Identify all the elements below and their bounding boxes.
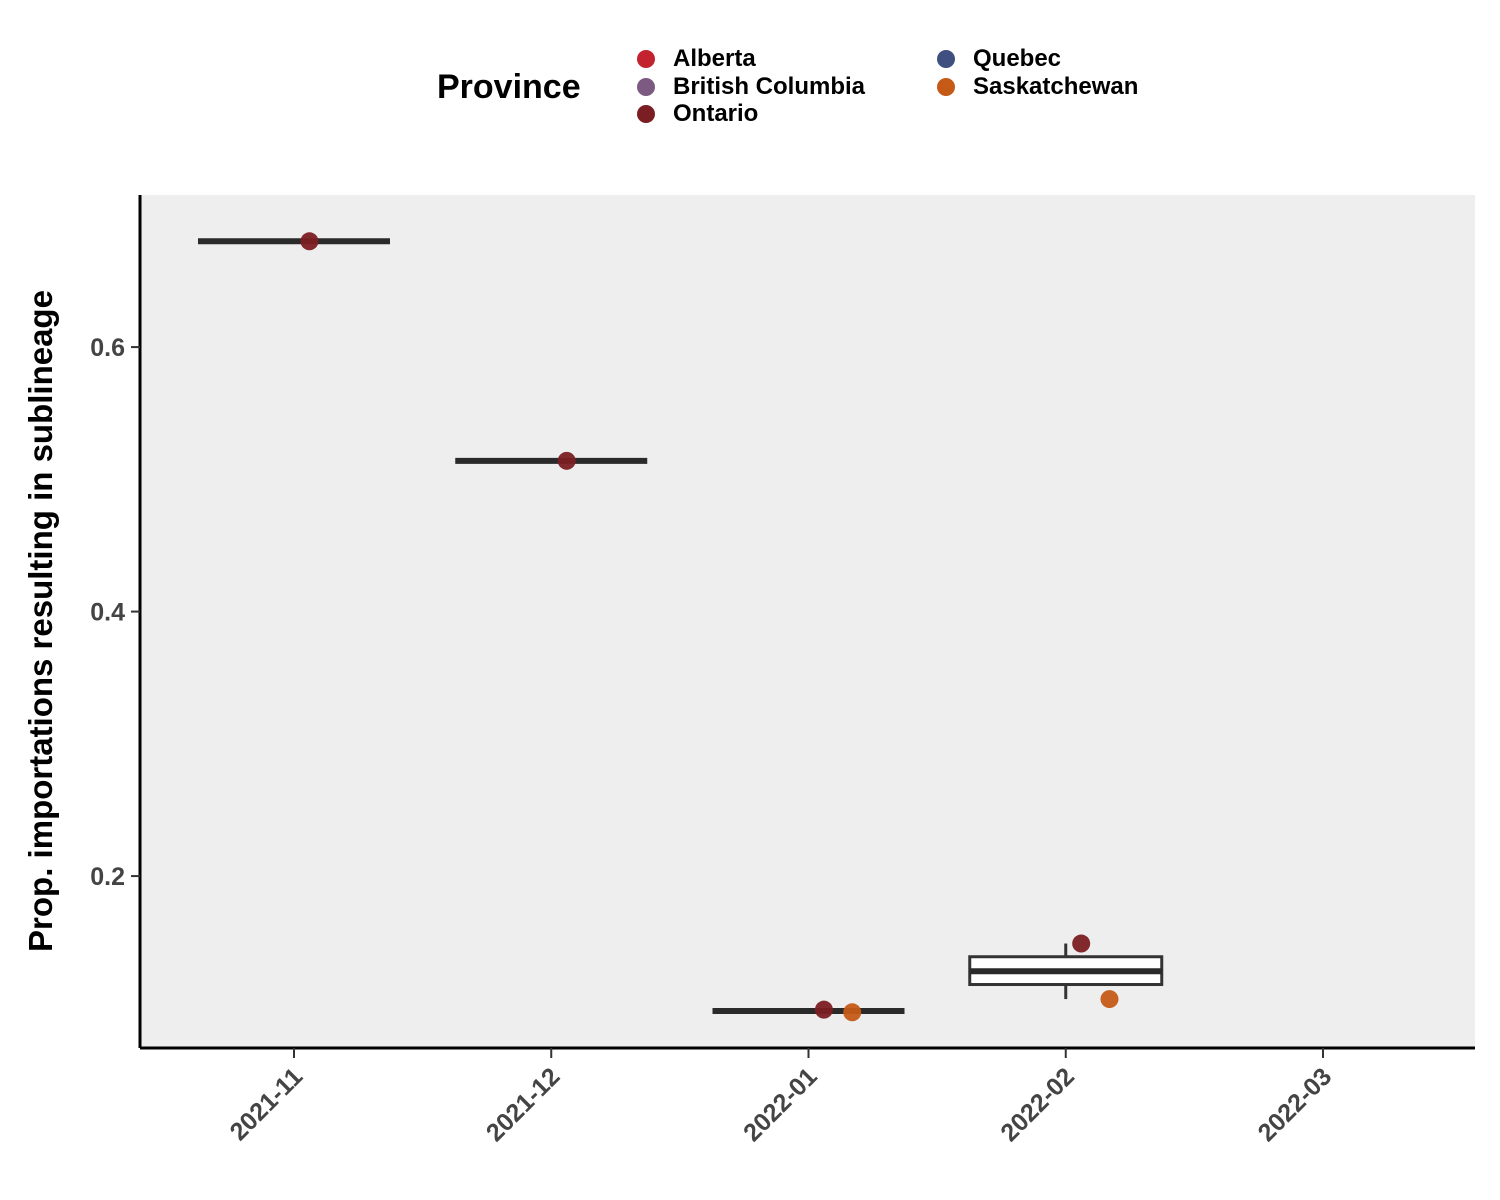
- data-point-saskatchewan: [843, 1003, 862, 1022]
- x-tick-label: 2021-11: [225, 1062, 309, 1146]
- y-axis-title: Prop. importations resulting in sublinea…: [22, 290, 59, 952]
- legend-item-british-columbia[interactable]: British Columbia: [637, 73, 866, 100]
- legend-label-british-columbia: British Columbia: [673, 73, 866, 100]
- data-point-ontario: [300, 232, 319, 251]
- data-point-ontario: [1072, 934, 1091, 953]
- legend-item-alberta[interactable]: Alberta: [637, 45, 756, 72]
- x-tick-label: 2022-03: [1253, 1062, 1338, 1147]
- data-point-saskatchewan: [1100, 990, 1119, 1009]
- legend-dot-ontario: [637, 105, 655, 123]
- legend-dot-british-columbia: [637, 78, 655, 96]
- legend-dot-alberta: [637, 50, 655, 68]
- box-2022-02: [968, 943, 1164, 1000]
- points-layer: [300, 232, 1119, 1022]
- legend-item-quebec[interactable]: Quebec: [937, 45, 1062, 72]
- y-tick-label: 0.6: [90, 334, 125, 362]
- x-tick-label: 2022-01: [738, 1062, 823, 1147]
- legend-label-saskatchewan: Saskatchewan: [973, 73, 1139, 100]
- x-tick-label: 2021-12: [481, 1062, 566, 1147]
- y-axis: 0.2 0.4 0.6: [90, 334, 140, 891]
- legend-item-saskatchewan[interactable]: Saskatchewan: [937, 73, 1139, 100]
- y-tick-label: 0.2: [90, 863, 125, 891]
- legend-label-quebec: Quebec: [973, 45, 1062, 72]
- data-point-ontario: [814, 1000, 833, 1019]
- legend-label-alberta: Alberta: [673, 45, 756, 72]
- legend-item-ontario[interactable]: Ontario: [637, 100, 759, 127]
- plot-panel: [140, 195, 1475, 1048]
- y-tick-label: 0.4: [90, 599, 125, 627]
- legend-dot-saskatchewan: [937, 78, 955, 96]
- legend-dot-quebec: [937, 50, 955, 68]
- legend-title: Province: [437, 68, 581, 106]
- data-point-ontario: [557, 451, 576, 470]
- legend-label-ontario: Ontario: [673, 100, 759, 127]
- boxes-layer: [198, 238, 1164, 1014]
- x-tick-label: 2022-02: [995, 1062, 1080, 1147]
- x-axis: 2021-11 2021-12 2022-01 2022-02 2022-03: [225, 1048, 1338, 1147]
